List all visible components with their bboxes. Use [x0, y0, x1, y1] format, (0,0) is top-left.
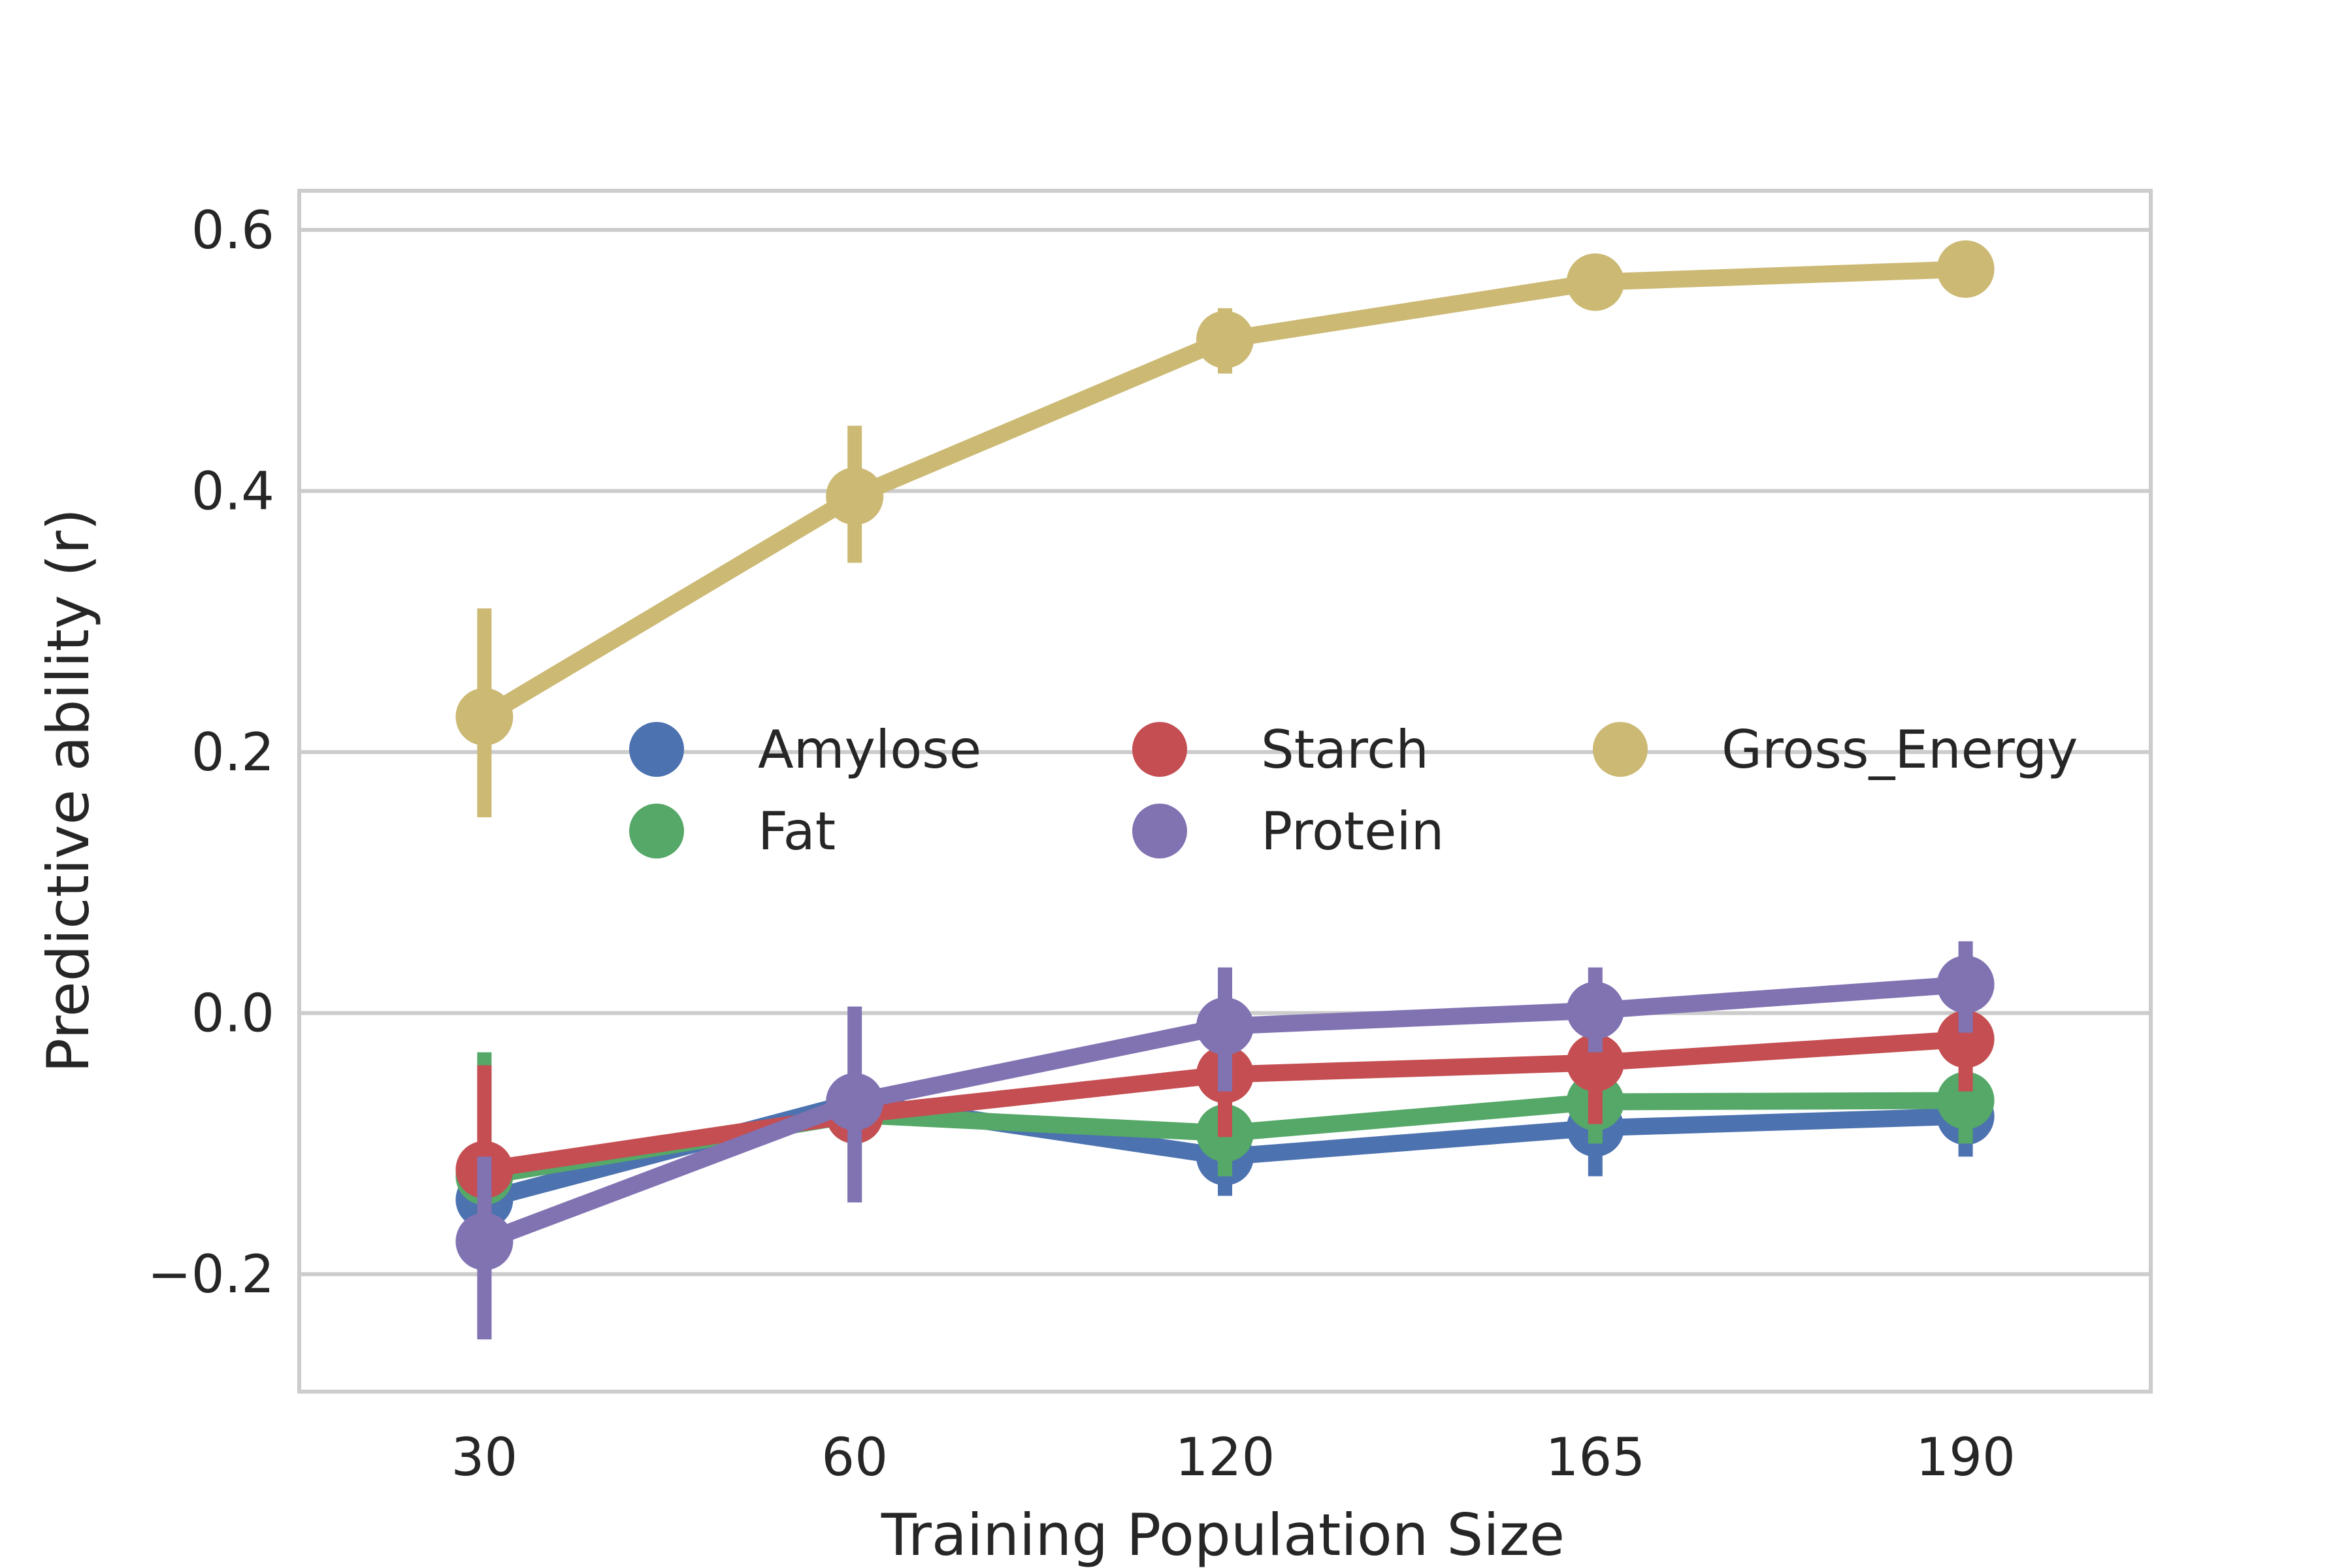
y-tick-labels: −0.2 0.0 0.2 0.4 0.6	[148, 200, 274, 1305]
legend-label: Protein	[1261, 801, 1444, 862]
data-point	[826, 467, 884, 525]
data-point	[455, 1213, 514, 1271]
x-tick-label: 30	[451, 1427, 518, 1488]
data-point	[1196, 310, 1254, 368]
y-tick-label: 0.4	[191, 461, 274, 522]
plot-frame	[297, 189, 2153, 1394]
legend-label: Amylose	[758, 719, 981, 780]
series-gross-energy	[455, 240, 1995, 817]
data-point	[1566, 1034, 1624, 1092]
data-point	[826, 1073, 884, 1131]
x-tick-label: 120	[1175, 1427, 1275, 1488]
y-tick-label: 0.2	[191, 722, 274, 783]
data-point	[1936, 1071, 1995, 1130]
x-tick-label: 165	[1545, 1427, 1645, 1488]
grid-layer	[297, 189, 2153, 1394]
legend-marker	[1132, 722, 1187, 777]
y-tick-label: 0.6	[191, 200, 274, 261]
x-tick-label: 190	[1916, 1427, 2016, 1488]
data-point	[1936, 955, 1995, 1013]
series-layer	[455, 240, 1995, 1340]
legend-item-gross-energy: Gross_Energy	[1593, 719, 2078, 780]
data-point	[1936, 240, 1995, 298]
legend-label: Starch	[1261, 719, 1429, 780]
legend-item-protein: Protein	[1132, 801, 1444, 862]
y-axis-title: Predictive ability (r)	[35, 508, 102, 1073]
data-point	[1196, 997, 1254, 1055]
legend-marker	[1593, 722, 1648, 777]
x-tick-labels: 30 60 120 165 190	[451, 1427, 2016, 1488]
legend-label: Gross_Energy	[1722, 719, 2078, 780]
data-point	[455, 688, 514, 746]
legend-item-fat: Fat	[629, 801, 836, 862]
legend: Amylose Fat Starch Protein Gross_Energy	[629, 719, 2078, 862]
data-point	[1936, 1010, 1995, 1068]
legend-label: Fat	[758, 801, 836, 862]
legend-marker	[629, 722, 684, 777]
y-tick-label: 0.0	[191, 983, 274, 1044]
data-point	[1566, 981, 1624, 1039]
legend-item-starch: Starch	[1132, 719, 1429, 780]
x-axis-title: Training Population Size	[881, 1501, 1565, 1568]
legend-marker	[1132, 804, 1187, 858]
legend-item-amylose: Amylose	[629, 719, 981, 780]
x-tick-label: 60	[821, 1427, 888, 1488]
y-tick-label: −0.2	[148, 1244, 274, 1305]
series-protein	[455, 941, 1995, 1340]
data-point	[1566, 253, 1624, 311]
legend-marker	[629, 804, 684, 858]
